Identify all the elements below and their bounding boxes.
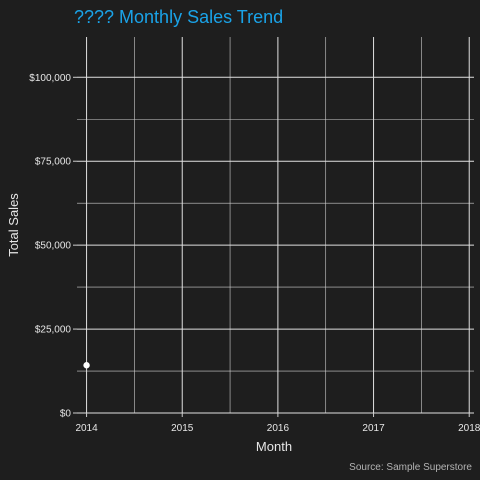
data-series bbox=[83, 362, 90, 369]
x-tick-label: 2014 bbox=[75, 423, 98, 434]
y-axis-title: Total Sales bbox=[6, 193, 21, 257]
x-axis: 2014 2015 2016 2017 2018 bbox=[75, 413, 480, 434]
plot-grid bbox=[77, 37, 474, 414]
data-point bbox=[83, 362, 90, 369]
chart-title: ???? Monthly Sales Trend bbox=[74, 7, 283, 27]
chart-caption: Source: Sample Superstore bbox=[349, 462, 472, 473]
x-axis-title: Month bbox=[256, 439, 292, 454]
y-axis: $0 $25,000 $50,000 $75,000 $100,000 bbox=[29, 73, 77, 420]
y-tick-label: $50,000 bbox=[35, 241, 72, 252]
y-tick-label: $0 bbox=[60, 409, 72, 420]
x-tick-label: 2017 bbox=[362, 423, 385, 434]
y-tick-label: $25,000 bbox=[35, 325, 72, 336]
x-tick-label: 2018 bbox=[458, 423, 480, 434]
x-tick-label: 2015 bbox=[171, 423, 194, 434]
y-tick-label: $100,000 bbox=[29, 73, 71, 84]
y-tick-label: $75,000 bbox=[35, 157, 72, 168]
x-tick-label: 2016 bbox=[267, 423, 290, 434]
